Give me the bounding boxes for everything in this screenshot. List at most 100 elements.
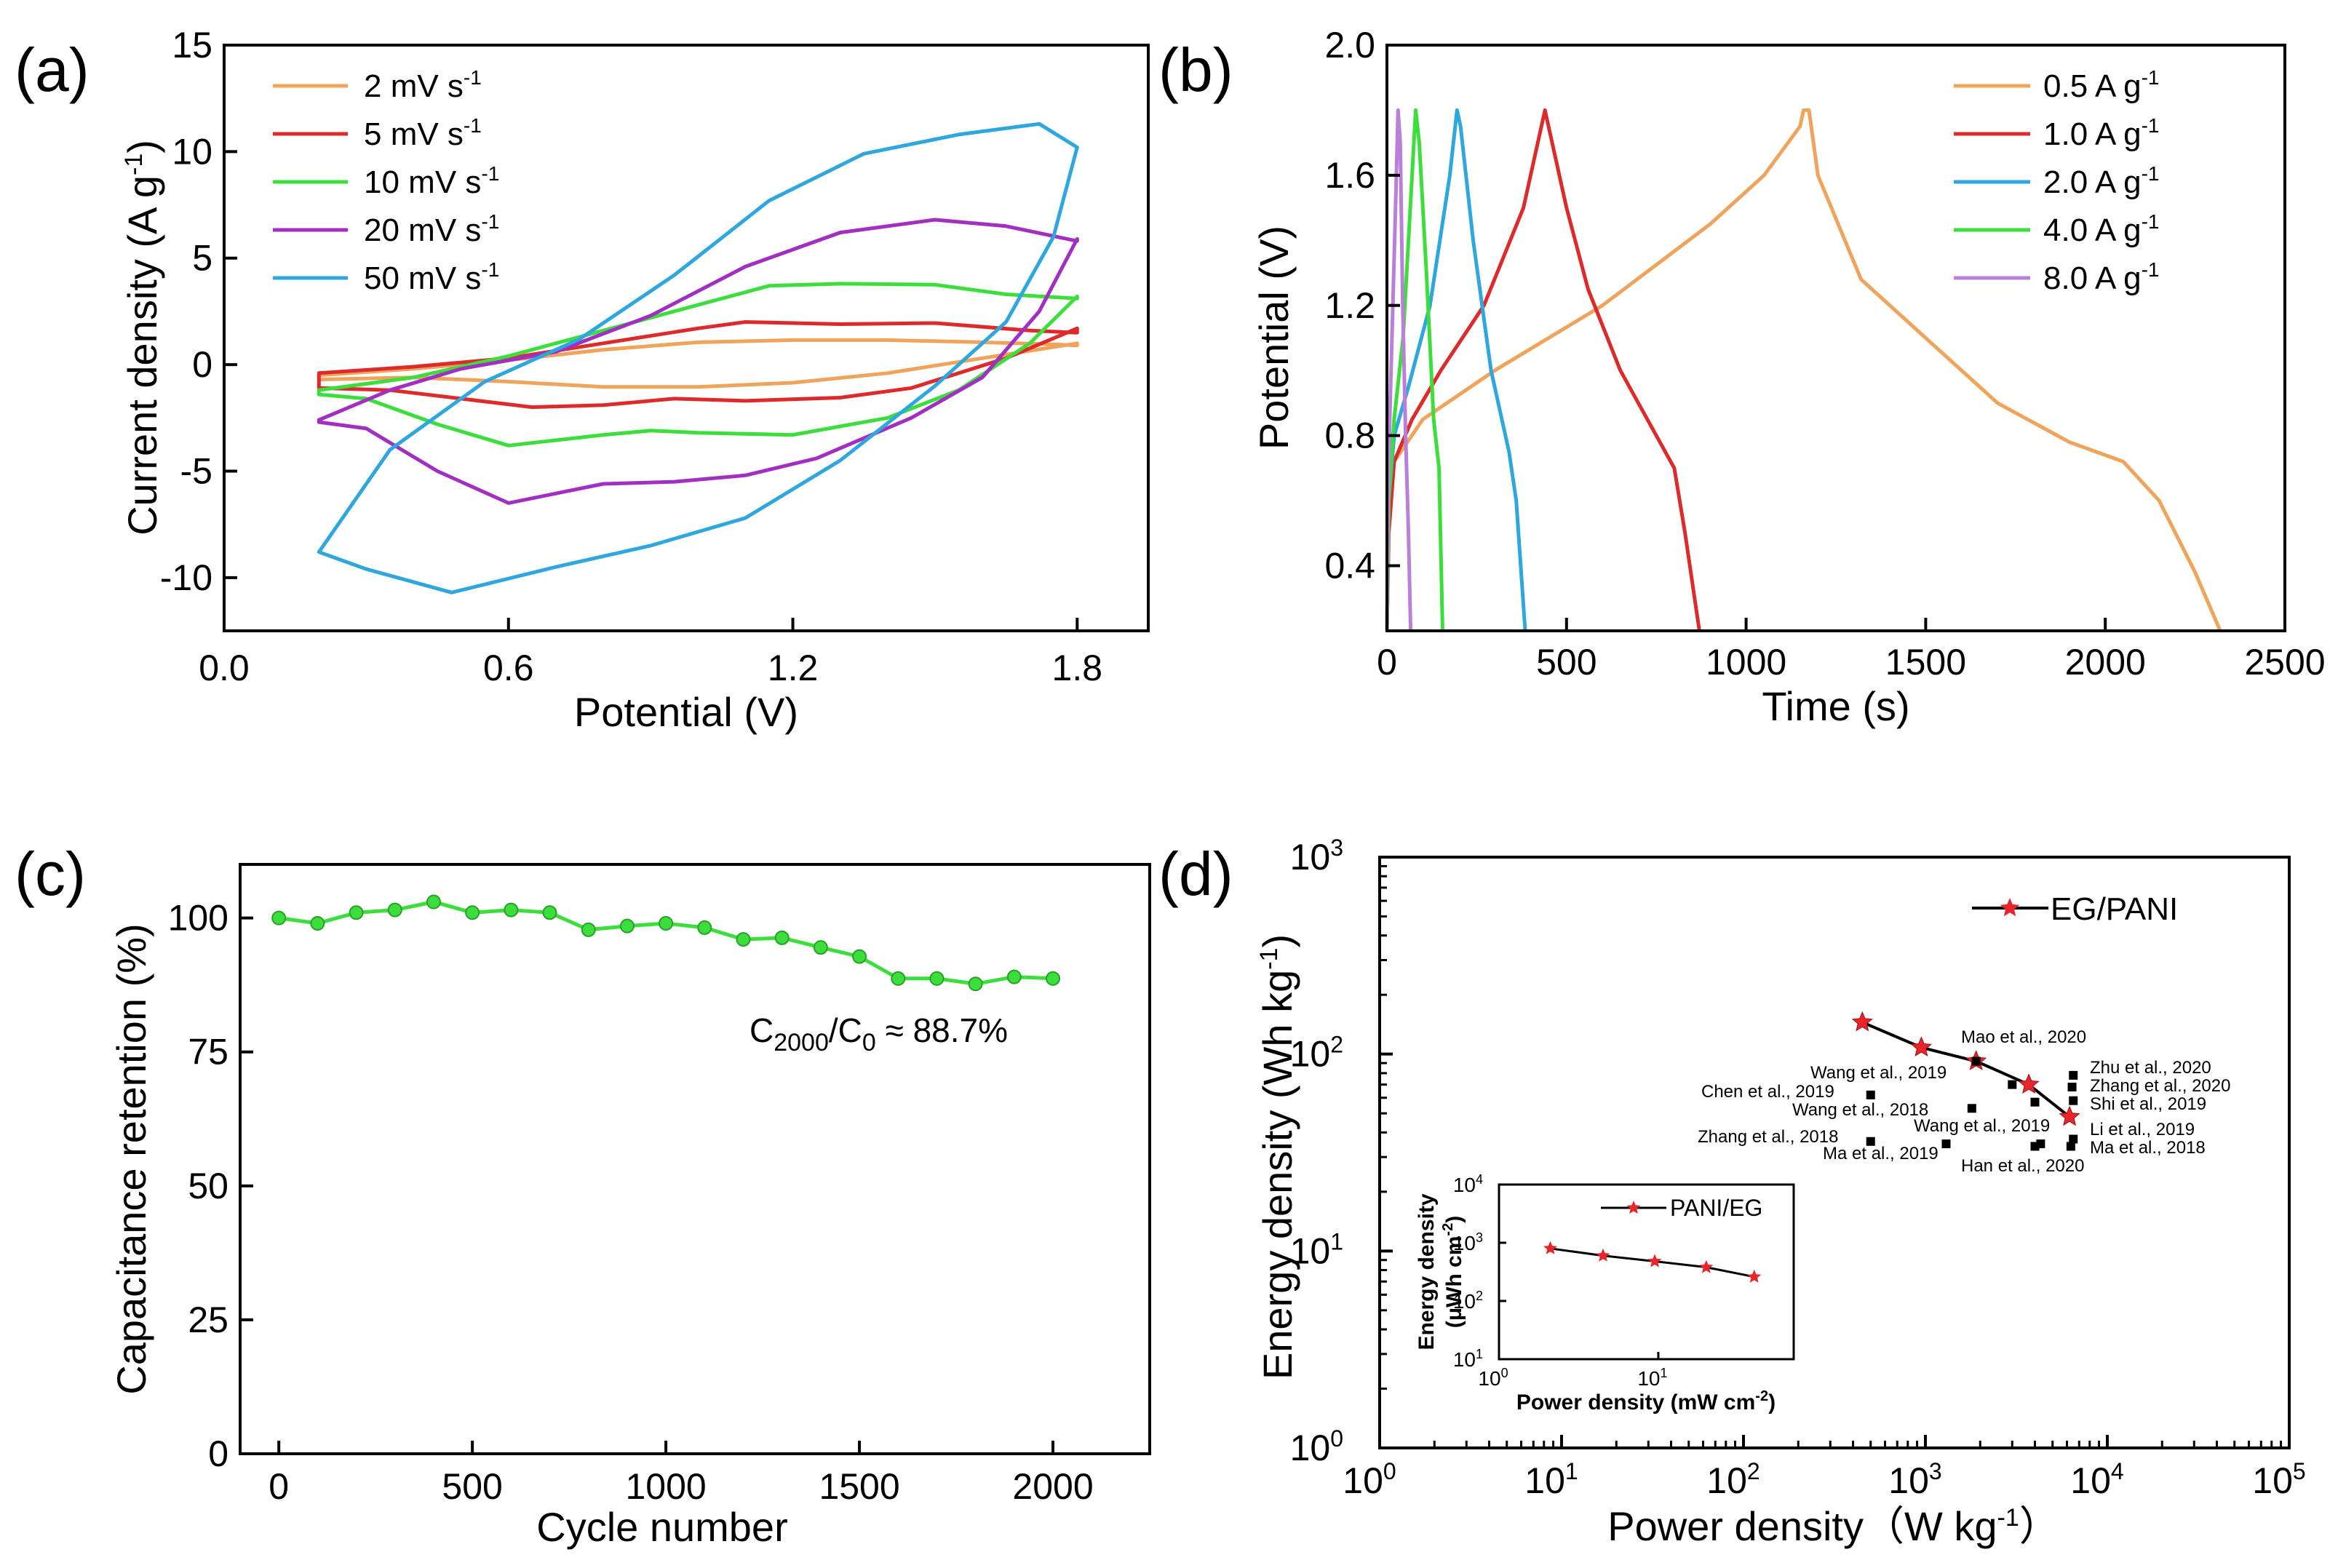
d-xtick-label-3-main: 10 <box>1888 1460 1929 1501</box>
inset-xlabel-main: Power density (mW cm <box>1516 1390 1755 1414</box>
ref-marker-10 <box>1941 1139 1951 1149</box>
annot-sub2: 0 <box>862 1029 876 1056</box>
retention-point-15 <box>852 949 867 964</box>
d-xtick-label-0-main: 10 <box>1343 1460 1383 1501</box>
gcd-curve-1 <box>1385 108 1701 632</box>
d-xtick-label-2: 102 <box>1706 1458 1760 1501</box>
d-legend-star <box>2000 898 2020 917</box>
d-ytick-label-2-main: 10 <box>1290 1034 1331 1075</box>
ref-marker-4 <box>1866 1090 1875 1099</box>
panel-d-ylabel-end: ) <box>1254 934 1300 948</box>
a-ytick-label-1: -5 <box>180 450 212 491</box>
ref-marker-8 <box>2069 1134 2078 1144</box>
d-xtick-label-4: 104 <box>2070 1458 2123 1501</box>
a-legend-label-3: 20 mV s-1 <box>364 210 499 248</box>
panel-d-legend: EG/PANI <box>1972 891 2178 927</box>
panel-a-ylabel-sup: -1 <box>120 154 148 175</box>
b-ytick-label-1: 0.8 <box>1324 415 1375 456</box>
c-ytick-label-2: 50 <box>188 1166 228 1206</box>
d-xtick-label-4-main: 10 <box>2070 1460 2111 1501</box>
b-legend-label-2-main: 2.0 A g <box>2043 164 2142 200</box>
a-legend-label-4-sup: -1 <box>481 258 499 281</box>
cv-curve-1 <box>317 320 1079 410</box>
i-ytick-label-1-sup: 2 <box>1476 1289 1483 1303</box>
b-legend-label-3-main: 4.0 A g <box>2043 212 2142 248</box>
b-xtick-label-4: 2000 <box>2065 642 2146 682</box>
i-ytick-label-1: 102 <box>1453 1289 1483 1313</box>
inset-frame <box>1498 1183 1795 1361</box>
ref-marker-11 <box>2066 1142 2075 1151</box>
panel-b-gcd-curves: (b) 0 500 1000 1500 2000 2500 0.4 0.8 1.2 1.6 2.0 … <box>1158 25 2326 729</box>
inset-xlabel: Power density (mW cm-2) <box>1516 1388 1776 1414</box>
a-legend-label-0: 2 mV s-1 <box>364 66 482 104</box>
cv-curve-0 <box>317 338 1079 389</box>
b-legend-label-0-sup: -1 <box>2142 66 2160 89</box>
c-xtick-label-1: 500 <box>442 1466 502 1507</box>
i-legend-star <box>1626 1201 1641 1214</box>
i-ytick-label-0-main: 10 <box>1453 1348 1476 1371</box>
b-legend-label-1-sup: -1 <box>2142 114 2160 137</box>
panel-b-xlabel: Time (s) <box>1762 683 1909 729</box>
c-ytick-label-4: 100 <box>168 898 228 939</box>
d-xtick-label-0-sup: 0 <box>1383 1458 1396 1484</box>
panel-c-cycling-stability: (c) 0 500 1000 1500 2000 0 25 50 75 100 Cycle num… <box>15 840 1151 1550</box>
retention-point-16 <box>891 971 906 986</box>
panel-b-ticks: 0 500 1000 1500 2000 2500 0.4 0.8 1.2 1.6 2.0 <box>1324 25 2325 682</box>
a-ytick-label-4: 10 <box>172 131 212 172</box>
panel-c-frame <box>239 863 1151 1455</box>
d-ytick-label-1-main: 10 <box>1290 1230 1331 1271</box>
retention-point-0 <box>271 910 287 926</box>
gcd-curve-4 <box>1385 108 1413 632</box>
d-legend-label: EG/PANI <box>2051 891 2178 927</box>
ref-marker-9 <box>1866 1137 1875 1146</box>
eg-pani-star-0 <box>1851 1011 1873 1032</box>
d-xtick-label-2-sup: 2 <box>1747 1458 1760 1484</box>
ref-label-1: Wang et al., 2019 <box>1810 1063 1947 1083</box>
c-xtick-label-3: 1500 <box>819 1466 899 1507</box>
retention-point-11 <box>697 920 712 935</box>
panel-d-xlabel: Power density（W kg-1） <box>1607 1503 2060 1549</box>
i-xtick-label-0-sup: 0 <box>1501 1366 1508 1380</box>
a-legend-label-0-main: 2 mV s <box>364 68 464 104</box>
eg-pani-star-4 <box>2059 1105 2080 1126</box>
i-ytick-label-3: 104 <box>1453 1172 1483 1196</box>
inset-series <box>1543 1241 1762 1283</box>
panel-b-series <box>1385 108 2222 632</box>
retention-point-19 <box>1006 969 1022 984</box>
a-ytick-label-5: 15 <box>172 25 212 65</box>
i-ytick-label-3-sup: 4 <box>1476 1172 1483 1187</box>
ref-marker-13 <box>2036 1139 2045 1149</box>
retention-point-10 <box>659 916 674 931</box>
ref-label-4: Chen et al., 2019 <box>1701 1082 1834 1102</box>
i-xtick-label-0: 100 <box>1478 1366 1508 1390</box>
i-ytick-label-1-main: 10 <box>1453 1290 1476 1313</box>
a-xtick-label-2: 1.2 <box>768 648 819 688</box>
inset-legend: PANI/EG <box>1601 1195 1762 1221</box>
a-xtick-label-0: 0.0 <box>199 648 250 688</box>
retention-point-7 <box>542 905 557 920</box>
ref-label-9: Zhang et al., 2018 <box>1698 1127 1838 1147</box>
d-xtick-label-2-main: 10 <box>1706 1460 1747 1501</box>
panel-c-letter: (c) <box>15 840 86 908</box>
d-xtick-label-5-main: 10 <box>2252 1460 2293 1501</box>
d-ytick-label-1: 101 <box>1290 1228 1343 1271</box>
b-ytick-label-4: 2.0 <box>1324 25 1375 65</box>
ref-label-2: Zhu et al., 2020 <box>2090 1058 2211 1078</box>
pani-eg-star-4 <box>1747 1269 1762 1283</box>
retention-point-3 <box>387 902 402 918</box>
inset-ylabel-main: (μWh cm <box>1442 1236 1466 1329</box>
retention-point-14 <box>813 940 828 955</box>
c-ytick-label-1: 25 <box>188 1300 228 1340</box>
ref-label-6: Wang et al., 2018 <box>1792 1100 1928 1120</box>
i-ytick-label-2: 103 <box>1453 1230 1483 1254</box>
a-legend-label-0-sup: -1 <box>464 66 482 89</box>
panel-d-ylabel-main: Energy density (Wh kg <box>1254 970 1300 1380</box>
b-legend-label-3: 4.0 A g-1 <box>2043 210 2159 248</box>
retention-point-1 <box>310 916 325 931</box>
annot-rest: ≈ 88.7% <box>876 1011 1008 1049</box>
b-ytick-label-2: 1.2 <box>1324 285 1375 326</box>
i-ytick-label-0: 101 <box>1453 1347 1483 1371</box>
